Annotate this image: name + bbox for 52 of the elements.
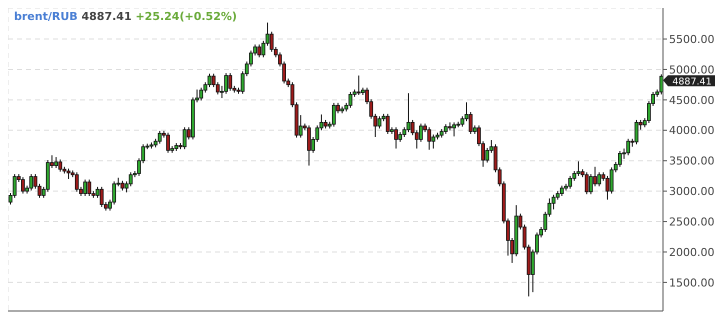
candlestick <box>584 172 589 195</box>
candlestick <box>66 168 70 180</box>
y-tick-label: 4000.00 <box>669 124 714 138</box>
candlestick <box>120 180 124 192</box>
candlestick <box>386 113 390 134</box>
candlestick <box>398 132 402 142</box>
candlestick <box>485 147 490 164</box>
candlestick <box>182 126 187 150</box>
candlestick <box>29 174 34 192</box>
candlestick <box>83 179 88 197</box>
candlestick <box>87 179 92 197</box>
candlestick <box>224 72 228 94</box>
candlestick <box>58 159 62 172</box>
candlestick <box>100 186 104 208</box>
candlestick <box>378 116 382 129</box>
candlestick <box>128 172 133 187</box>
candlestick <box>332 102 336 128</box>
candlestick <box>158 130 162 144</box>
candlestick <box>626 138 630 156</box>
candlestick <box>597 172 602 187</box>
candlestick <box>468 112 473 134</box>
annotation: +25.24(+0.52%) <box>135 10 237 23</box>
candlestick <box>21 176 25 194</box>
candlestick <box>348 91 352 108</box>
candlestick <box>444 124 448 134</box>
chart-subtitle: 4887.41 <box>82 10 132 23</box>
candlestick <box>452 122 456 137</box>
candlestick <box>356 75 361 96</box>
candlestick <box>74 172 79 192</box>
y-tick-label: 5000.00 <box>669 63 714 76</box>
candlestick <box>560 185 564 197</box>
y-tick-label: 5500.00 <box>669 32 714 46</box>
candlestick <box>568 175 572 190</box>
candlestick <box>634 119 638 145</box>
y-tick-label: 1500.00 <box>669 276 714 290</box>
candlestick <box>394 126 398 150</box>
y-tick-label: 2000.00 <box>669 246 714 259</box>
candlestick <box>228 72 232 92</box>
y-tick-label: 3000.00 <box>669 185 714 198</box>
candlestick <box>270 31 274 52</box>
candlestick <box>199 87 204 101</box>
candlestick <box>427 126 432 150</box>
chart-title: brent/RUB <box>14 10 78 23</box>
candlestick <box>54 156 58 169</box>
y-tick-label: 2500.00 <box>669 215 714 228</box>
price-tag: 4887.41 <box>663 75 715 88</box>
candlestick <box>307 124 311 166</box>
candlestick <box>257 44 262 58</box>
y-tick-label: 4500.00 <box>669 94 714 107</box>
candlestick <box>406 92 410 133</box>
candlestick <box>166 132 170 154</box>
y-tick-label: 3500.00 <box>669 154 714 168</box>
